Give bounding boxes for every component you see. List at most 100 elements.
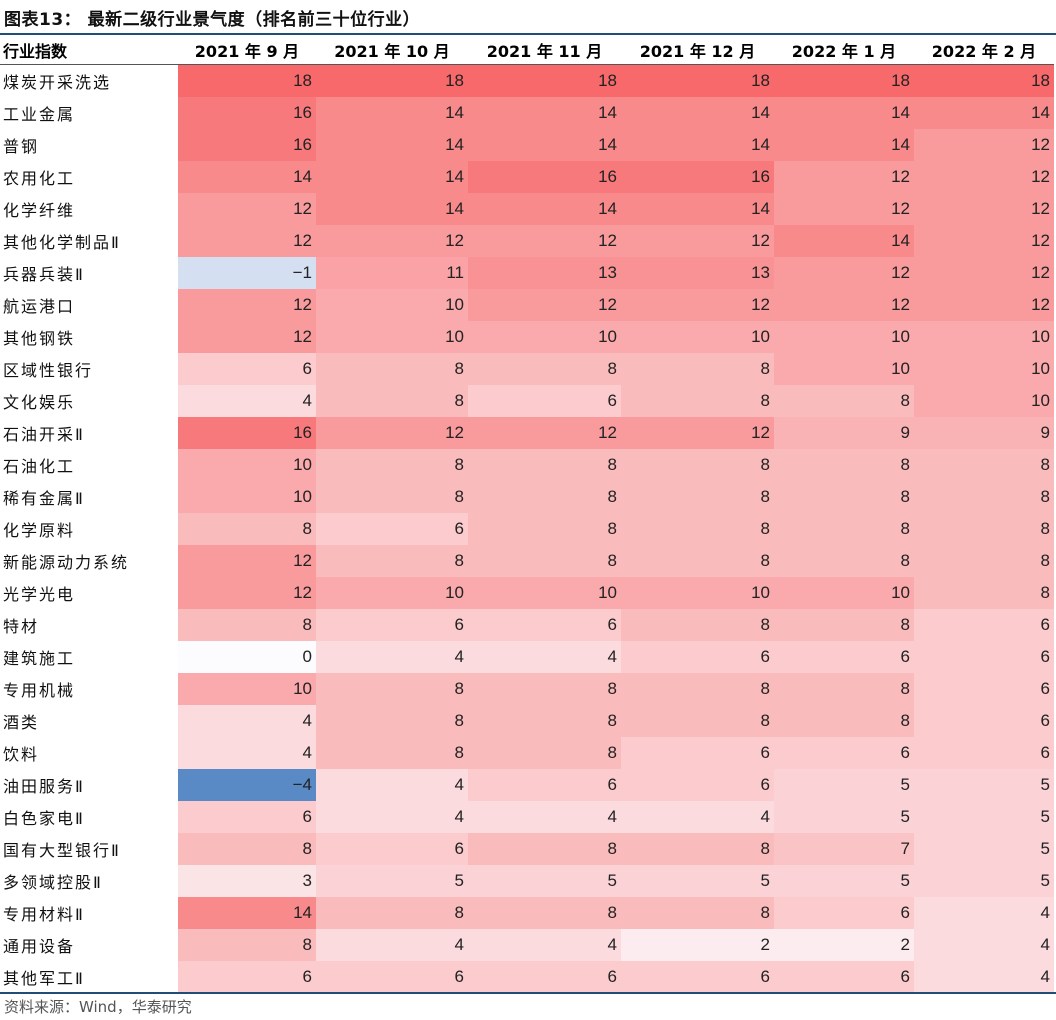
heat-cell: 12 [774, 257, 914, 289]
row-label: 其他钢铁 [3, 329, 76, 348]
heat-cell: 12 [178, 225, 316, 257]
heat-cell: 5 [914, 801, 1054, 833]
heat-cell: 4 [316, 769, 468, 801]
heat-cell: 8 [774, 513, 914, 545]
heat-cell: 2 [621, 929, 774, 961]
heat-cell: 3 [178, 865, 316, 897]
table-row: 兵器兵装Ⅱ −1 11 13 13 12 12 [0, 257, 1054, 289]
heat-cell: 18 [178, 64, 316, 97]
heat-cell: 8 [316, 481, 468, 513]
heat-cell: −4 [178, 769, 316, 801]
heat-cell: 6 [316, 513, 468, 545]
heat-cell: 8 [621, 449, 774, 481]
heat-cell: 8 [178, 513, 316, 545]
heat-cell: 12 [316, 417, 468, 449]
heat-cell: 10 [914, 385, 1054, 417]
row-label: 专用材料Ⅱ [3, 905, 85, 924]
heat-cell: 8 [914, 449, 1054, 481]
row-label: 国有大型银行Ⅱ [3, 841, 121, 860]
heat-cell: 6 [774, 897, 914, 929]
heat-cell: 6 [621, 961, 774, 993]
heat-cell: 12 [178, 321, 316, 353]
row-label: 光学光电 [3, 585, 76, 604]
heat-cell: 16 [178, 417, 316, 449]
heat-cell: 8 [178, 609, 316, 641]
heat-cell: 8 [316, 353, 468, 385]
heat-cell: 5 [316, 865, 468, 897]
table-row: 新能源动力系统 12 8 8 8 8 8 [0, 545, 1054, 577]
heat-cell: 14 [316, 193, 468, 225]
column-header: 2021 年 9 月 [178, 35, 316, 65]
heat-cell: 10 [316, 289, 468, 321]
heat-cell: 4 [468, 801, 621, 833]
row-label: 石油化工 [3, 457, 76, 476]
heat-cell: 9 [914, 417, 1054, 449]
heat-cell: 8 [468, 545, 621, 577]
table-row: 通用设备 8 4 4 2 2 4 [0, 929, 1054, 961]
row-label: 文化娱乐 [3, 393, 76, 412]
column-header: 2021 年 10 月 [316, 35, 468, 65]
chart-title: 图表13： 最新二级行业景气度（排名前三十位行业） [4, 10, 421, 30]
heat-cell: 8 [621, 833, 774, 865]
table-row: 石油开采Ⅱ 16 12 12 12 9 9 [0, 417, 1054, 449]
row-label: 兵器兵装Ⅱ [3, 265, 85, 284]
row-label: 特材 [3, 617, 40, 636]
heat-cell: 8 [621, 385, 774, 417]
heat-cell: 8 [621, 673, 774, 705]
heat-cell: 6 [774, 961, 914, 993]
heat-cell: 8 [316, 449, 468, 481]
row-header: 行业指数 [0, 35, 178, 65]
heat-cell: 8 [316, 897, 468, 929]
row-label: 普钢 [3, 137, 40, 156]
table-row: 石油化工 10 8 8 8 8 8 [0, 449, 1054, 481]
heat-cell: 14 [468, 193, 621, 225]
heat-cell: 12 [914, 289, 1054, 321]
heat-cell: 4 [316, 801, 468, 833]
heat-cell: 4 [914, 897, 1054, 929]
heat-cell: 10 [468, 321, 621, 353]
heat-cell: 6 [914, 641, 1054, 673]
heat-cell: 10 [774, 577, 914, 609]
heat-cell: 12 [468, 417, 621, 449]
row-label: 白色家电Ⅱ [3, 809, 85, 828]
heat-cell: 14 [621, 193, 774, 225]
bottom-rule [0, 992, 1056, 994]
heat-cell: 8 [468, 737, 621, 769]
heat-cell: 6 [316, 833, 468, 865]
heat-cell: 8 [621, 513, 774, 545]
heat-cell: 8 [914, 577, 1054, 609]
heat-cell: 10 [468, 577, 621, 609]
heat-cell: 12 [621, 417, 774, 449]
row-label: 新能源动力系统 [3, 553, 130, 572]
row-label: 化学纤维 [3, 201, 76, 220]
heat-cell: 9 [774, 417, 914, 449]
heat-cell: 12 [914, 129, 1054, 161]
heat-cell: 6 [621, 769, 774, 801]
table-row: 专用机械 10 8 8 8 8 6 [0, 673, 1054, 705]
heat-cell: 8 [914, 481, 1054, 513]
row-label: 其他化学制品Ⅱ [3, 233, 121, 252]
heat-cell: 12 [774, 193, 914, 225]
heat-cell: 14 [774, 97, 914, 129]
heat-cell: 10 [774, 321, 914, 353]
heat-cell: 18 [774, 64, 914, 97]
table-row: 建筑施工 0 4 4 6 6 6 [0, 641, 1054, 673]
heat-cell: 8 [621, 705, 774, 737]
heat-cell: 2 [774, 929, 914, 961]
heat-cell: 12 [914, 193, 1054, 225]
heat-cell: 8 [621, 353, 774, 385]
heat-cell: 6 [621, 641, 774, 673]
heat-cell: 14 [178, 161, 316, 193]
heat-cell: 6 [178, 961, 316, 993]
heat-cell: 10 [914, 321, 1054, 353]
heat-cell: 6 [468, 609, 621, 641]
heat-cell: 12 [774, 289, 914, 321]
table-row: 专用材料Ⅱ 14 8 8 8 6 4 [0, 897, 1054, 929]
table-row: 工业金属 16 14 14 14 14 14 [0, 97, 1054, 129]
heat-cell: 18 [316, 64, 468, 97]
row-label: 区域性银行 [3, 361, 94, 380]
heat-cell: 8 [774, 385, 914, 417]
column-header: 2022 年 2 月 [914, 35, 1054, 65]
row-label: 化学原料 [3, 521, 76, 540]
heat-cell: 8 [621, 897, 774, 929]
